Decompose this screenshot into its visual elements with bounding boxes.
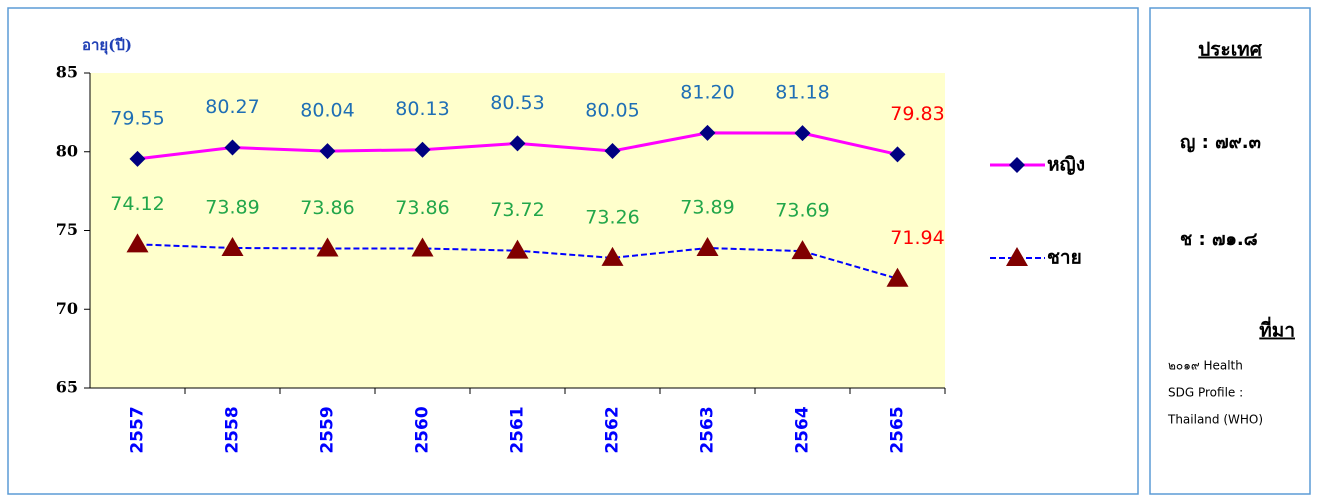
data-point: [414, 141, 431, 158]
legend-label: ชาย: [1047, 247, 1082, 269]
panel-male: ช : ๗๑.๘: [1180, 229, 1258, 250]
data-point: [506, 239, 529, 259]
plot-area: [90, 73, 945, 388]
y-tick-label: 75: [56, 220, 78, 239]
data-label: 73.72: [490, 199, 544, 221]
data-label: 73.26: [585, 206, 639, 228]
side-panel: [1149, 7, 1311, 495]
data-point: [601, 246, 624, 266]
legend-marker: [1006, 247, 1028, 266]
data-point: [886, 267, 909, 287]
data-label: 81.18: [775, 82, 829, 104]
x-tick-label: 2561: [508, 406, 528, 453]
x-tick-label: 2563: [698, 406, 718, 453]
data-label: 80.27: [205, 96, 259, 118]
data-point: [224, 139, 241, 156]
data-label: 79.55: [110, 107, 164, 129]
data-label: 79.83: [890, 103, 944, 125]
y-tick-label: 65: [56, 378, 78, 397]
data-point: [129, 150, 146, 167]
data-point: [316, 237, 339, 257]
x-tick-label: 2565: [888, 406, 908, 453]
x-tick-label: 2557: [128, 406, 148, 453]
data-label: 73.89: [205, 196, 259, 218]
panel-source-heading: ที่มา: [1259, 317, 1295, 342]
legend-marker: [1009, 157, 1025, 173]
data-label: 73.86: [395, 197, 449, 219]
data-label: 71.94: [890, 227, 944, 249]
data-point: [319, 143, 336, 160]
data-label: 80.05: [585, 99, 639, 121]
data-label: 73.69: [775, 200, 829, 222]
y-axis-label: อายุ(ปี): [82, 36, 132, 55]
y-tick-label: 70: [56, 299, 78, 318]
panel-source: ๒๐๑๙ Health: [1168, 359, 1243, 373]
x-tick-label: 2560: [413, 406, 433, 453]
data-label: 74.12: [110, 193, 164, 215]
data-label: 73.86: [300, 197, 354, 219]
data-point: [791, 240, 814, 260]
x-tick-label: 2559: [318, 406, 338, 453]
data-label: 80.04: [300, 100, 354, 122]
data-point: [509, 135, 526, 152]
data-point: [221, 236, 244, 256]
panel-source: SDG Profile :: [1168, 386, 1243, 400]
x-tick-label: 2564: [793, 406, 813, 453]
legend-label: หญิง: [1047, 154, 1085, 176]
y-tick-label: 85: [56, 63, 78, 82]
data-label: 81.20: [680, 81, 734, 103]
panel-female: ญ : ๗๙.๓: [1180, 132, 1261, 153]
data-label: 73.89: [680, 196, 734, 218]
data-point: [889, 146, 906, 163]
data-point: [699, 124, 716, 141]
y-tick-label: 80: [56, 141, 78, 160]
data-label: 80.53: [490, 92, 544, 114]
data-point: [411, 237, 434, 257]
x-tick-label: 2558: [223, 406, 243, 453]
data-point: [604, 142, 621, 159]
data-label: 80.13: [395, 98, 449, 120]
data-point: [794, 125, 811, 142]
panel-source: Thailand (WHO): [1167, 413, 1263, 427]
data-point: [126, 233, 149, 253]
data-point: [696, 236, 719, 256]
x-tick-label: 2562: [603, 406, 623, 453]
panel-heading: ประเทศ: [1198, 39, 1262, 61]
